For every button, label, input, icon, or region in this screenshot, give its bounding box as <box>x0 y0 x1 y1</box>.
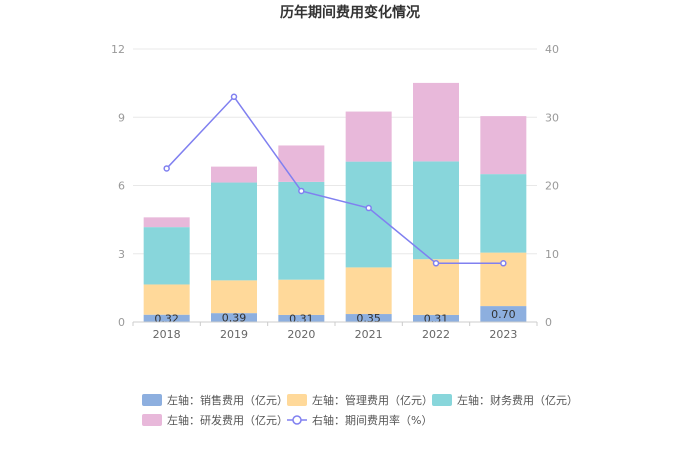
x-axis-tick-label: 2023 <box>489 328 517 341</box>
bar-segment <box>143 227 190 285</box>
bar-segment <box>345 161 392 268</box>
x-axis-tick-label: 2020 <box>287 328 315 341</box>
right-axis-tick-label: 10 <box>545 248 559 261</box>
bar-segment <box>278 181 325 280</box>
left-axis-tick-label: 6 <box>118 180 125 193</box>
bar-segment <box>211 182 257 281</box>
x-axis-tick-label: 2018 <box>153 328 181 341</box>
x-axis-tick-label: 2019 <box>220 328 248 341</box>
legend-label: 左轴：研发费用（亿元） <box>167 413 288 427</box>
bar-segment <box>480 306 527 322</box>
right-axis-tick-label: 20 <box>545 180 559 193</box>
legend-swatch <box>142 414 162 426</box>
data-label: 0.31 <box>289 312 314 325</box>
bar-segment <box>480 116 527 175</box>
data-label: 0.35 <box>356 312 381 325</box>
right-axis-tick-label: 0 <box>545 316 552 329</box>
bar-segment <box>143 217 190 228</box>
legend-swatch-point <box>292 415 302 425</box>
data-label: 0.39 <box>222 312 247 325</box>
line-point <box>163 165 170 172</box>
legend-label: 左轴：财务费用（亿元） <box>457 393 578 407</box>
bar-segment <box>278 279 325 315</box>
data-label: 0.70 <box>491 308 516 321</box>
legend-label: 左轴：销售费用（亿元） <box>167 393 288 407</box>
left-axis-tick-label: 9 <box>118 111 125 124</box>
left-axis-tick-label: 3 <box>118 248 125 261</box>
chart-title: 历年期间费用变化情况 <box>280 4 420 21</box>
data-label: 0.32 <box>154 312 179 325</box>
right-axis-tick-label: 30 <box>545 111 559 124</box>
legend-swatch <box>142 394 162 406</box>
bar-segment <box>413 161 459 260</box>
right-axis-tick-label: 40 <box>545 43 559 56</box>
x-axis-tick-label: 2021 <box>355 328 383 341</box>
bar-segment <box>143 284 190 315</box>
line-point <box>500 260 507 267</box>
left-axis-tick-label: 0 <box>118 316 125 329</box>
bar-segment <box>413 259 459 315</box>
bar-segment <box>211 280 257 314</box>
line-point <box>298 187 305 195</box>
legend-label: 左轴：管理费用（亿元） <box>312 393 433 407</box>
data-label: 0.31 <box>424 312 449 325</box>
bar-segment <box>143 314 190 322</box>
bar-segment <box>278 145 325 182</box>
bar-segment <box>345 314 392 322</box>
line-point <box>432 260 440 267</box>
bar-segment <box>413 314 459 322</box>
bar-segment <box>345 111 392 162</box>
legend-swatch <box>287 394 307 406</box>
line-point <box>365 204 372 212</box>
bar-segment <box>345 267 392 315</box>
bar-segment <box>480 174 527 253</box>
bar-segment <box>211 166 257 183</box>
bar-segment <box>278 314 325 322</box>
bar-segment <box>413 82 459 162</box>
x-axis-tick-label: 2022 <box>422 328 450 341</box>
legend-swatch <box>432 394 452 406</box>
bar-segment <box>211 313 257 322</box>
expense-rate-line <box>166 95 504 265</box>
left-axis-tick-label: 12 <box>111 43 125 56</box>
legend-label: 右轴：期间费用率（%） <box>312 413 432 427</box>
line-point <box>230 93 238 101</box>
